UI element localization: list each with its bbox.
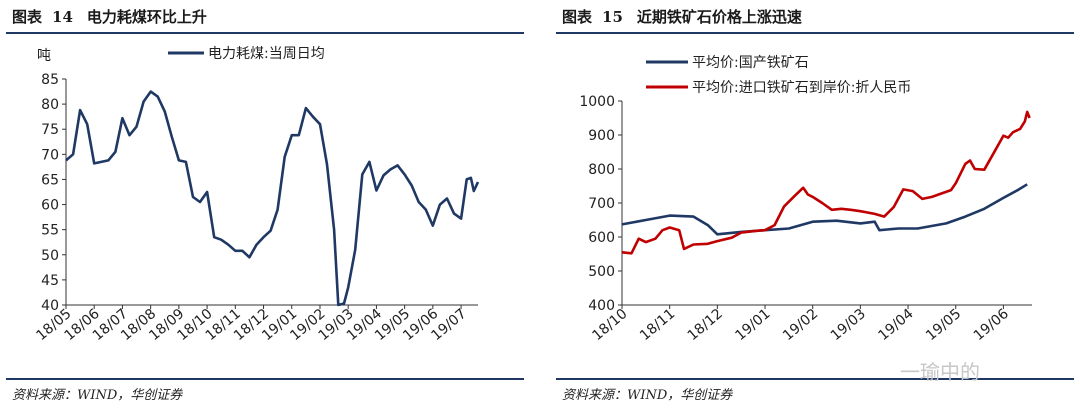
series-line-1 — [65, 90, 480, 307]
y-tick-label: 600 — [588, 230, 615, 246]
title-prefix: 图表 — [562, 8, 593, 26]
x-tick-label: 19/01 — [732, 306, 773, 344]
y-tick-label: 50 — [41, 248, 59, 264]
title-rule — [556, 32, 1074, 34]
y-tick-label: 1000 — [579, 94, 615, 110]
source-rule — [6, 378, 524, 380]
chart-title-left: 图表 14 电力耗煤环比上升 — [12, 6, 207, 27]
source-rule — [556, 378, 1074, 380]
series-line-2 — [621, 110, 1031, 255]
y-tick-label: 80 — [41, 97, 59, 113]
chart-panel-left: 图表 14 电力耗煤环比上升 40 45 50 55 60 65 70 75 80 85 18/05 18… — [0, 0, 530, 416]
legend-label: 平均价:国产铁矿石 — [692, 55, 809, 71]
x-tick-label: 19/06 — [971, 306, 1012, 344]
title-number: 15 — [602, 8, 623, 26]
x-tick-label: 18/12 — [685, 306, 726, 344]
y-tick-label: 70 — [41, 147, 59, 163]
y-tick-label: 75 — [41, 122, 59, 138]
line-chart-power-coal: 4045505560657075808518/0518/0618/0718/08… — [33, 46, 480, 344]
title-prefix: 图表 — [12, 8, 43, 26]
x-tick-label: 19/02 — [780, 306, 821, 344]
y-tick-label: 60 — [41, 198, 59, 214]
legend-label: 平均价:进口铁矿石到岸价:折人民币 — [692, 80, 911, 96]
source-note-left: 资料来源：WIND，华创证券 — [12, 388, 183, 403]
y-unit-label: 吨 — [37, 48, 51, 64]
legend-label: 电力耗煤:当周日均 — [208, 46, 325, 62]
title-rule — [6, 32, 524, 34]
x-tick-label: 19/05 — [923, 306, 964, 344]
y-tick-label: 900 — [588, 128, 615, 144]
watermark-text: 一瑜中的 — [900, 360, 980, 384]
x-tick-label: 19/03 — [828, 306, 869, 344]
y-tick-label: 800 — [588, 162, 615, 178]
chart-panel-right: 图表 15 近期铁矿石价格上涨迅速 400 500 600 700 800 900 1000 18… — [550, 0, 1080, 416]
y-tick-label: 55 — [41, 223, 59, 239]
title-text: 近期铁矿石价格上涨迅速 — [636, 8, 802, 26]
y-tick-label: 700 — [588, 196, 615, 212]
y-tick-label: 40 — [41, 298, 59, 314]
y-tick-label: 400 — [588, 298, 615, 314]
x-tick-label: 18/11 — [637, 306, 678, 344]
y-tick-label: 65 — [41, 172, 59, 188]
y-tick-label: 85 — [41, 72, 59, 88]
title-text: 电力耗煤环比上升 — [86, 8, 207, 26]
source-note-right: 资料来源：WIND，华创证券 — [562, 388, 733, 403]
chart-title-right: 图表 15 近期铁矿石价格上涨迅速 — [562, 6, 802, 27]
y-tick-label: 45 — [41, 273, 59, 289]
series-line-1 — [621, 183, 1028, 236]
y-tick-label: 500 — [588, 264, 615, 280]
title-number: 14 — [52, 8, 73, 26]
x-tick-label: 19/04 — [875, 306, 916, 344]
